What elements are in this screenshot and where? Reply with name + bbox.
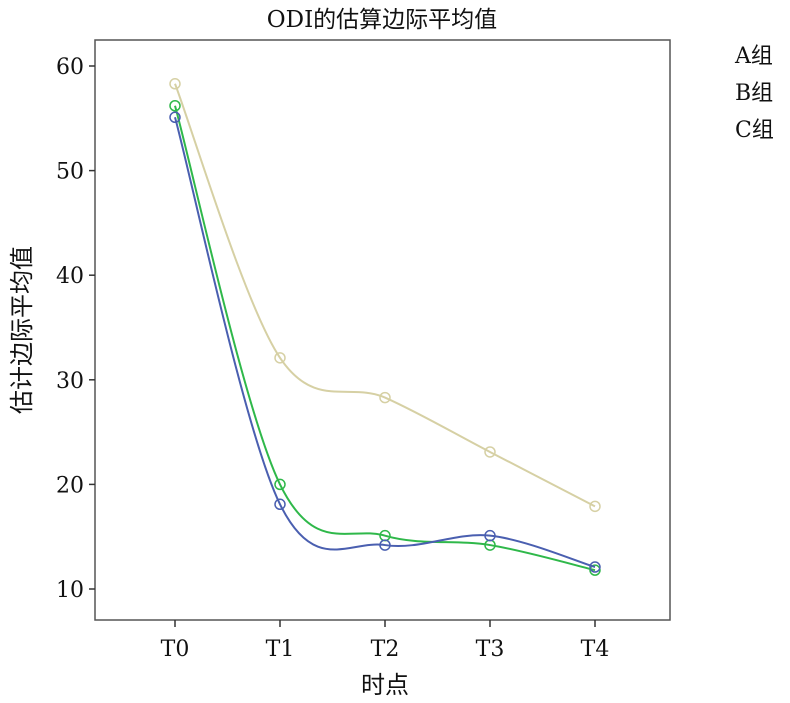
x-axis-label: 时点 [361,671,409,699]
y-tick-label: 60 [56,55,84,80]
data-point [274,352,286,364]
x-axis: T0 T1 T2 T3 T4 [161,620,610,662]
y-tick-label: 10 [56,578,84,603]
data-point [484,529,496,542]
legend-label: A组 [734,44,773,69]
plot-frame [94,39,671,621]
y-tick-label: 20 [56,473,84,498]
data-point [169,99,181,112]
y-axis-label: 估计边际平均值 [8,246,36,414]
legend-label: B组 [735,81,773,106]
series-line-c [174,83,596,508]
data-point [274,498,286,511]
data-point [589,564,601,576]
data-point [379,539,391,551]
data-point [169,111,181,124]
data-point [274,478,286,491]
series-line-a [174,116,596,568]
legend-label: C组 [735,118,774,143]
data-point [589,561,601,573]
y-axis: 10 20 30 40 50 60 [56,55,95,603]
legend: A组 B组 C组 [734,44,774,143]
series-lines [169,78,601,576]
x-tick-label: T2 [371,637,400,662]
x-tick-label: T3 [476,637,505,662]
x-tick-label: T1 [266,637,295,662]
x-tick-label: T0 [161,637,190,662]
y-tick-label: 30 [56,369,84,394]
data-point [169,78,181,90]
data-point [379,391,391,404]
chart-title: ODI的估算边际平均值 [267,7,497,33]
series-line-b [174,105,596,572]
data-point [484,446,496,458]
x-tick-label: T4 [581,637,610,662]
data-point [589,500,601,513]
y-tick-label: 50 [56,160,84,185]
y-tick-label: 40 [56,264,84,289]
